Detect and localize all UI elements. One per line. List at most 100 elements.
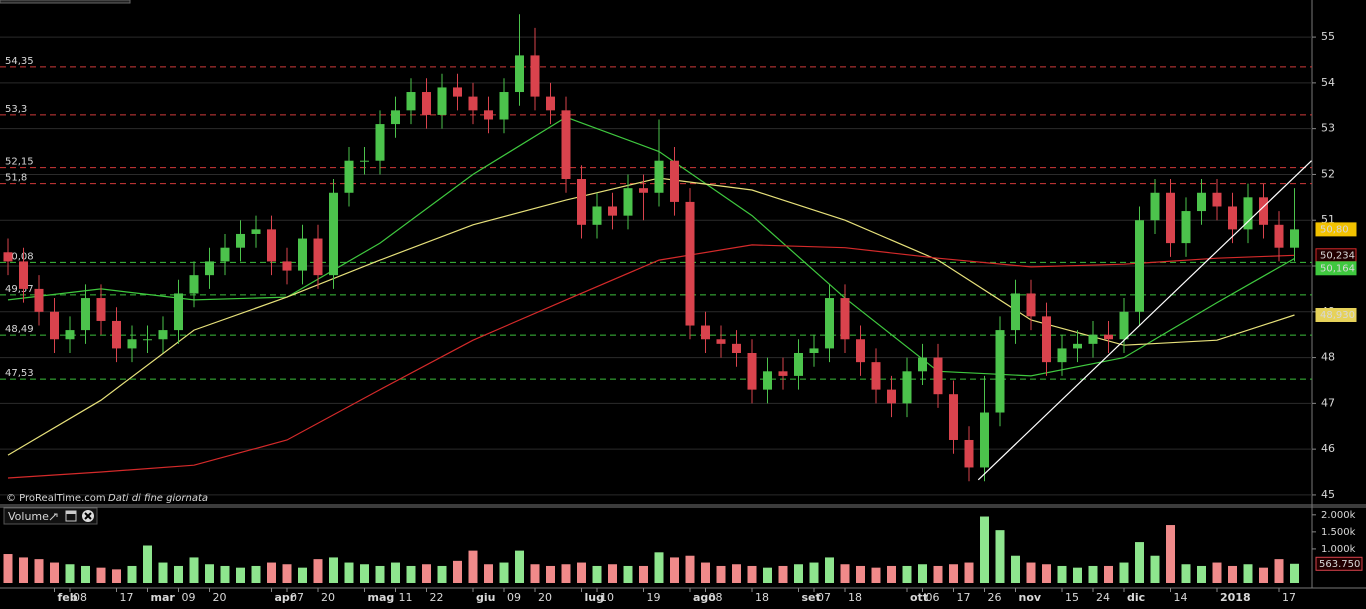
y-tick-label: 46 — [1321, 442, 1335, 455]
volume-bar — [902, 565, 912, 583]
candle-body — [1026, 293, 1036, 317]
volume-bar — [1197, 565, 1206, 583]
volume-bar — [205, 564, 214, 583]
candle-body — [902, 371, 912, 404]
x-tick-label: nov — [1019, 591, 1042, 604]
x-tick-label: 08 — [709, 591, 723, 604]
level-label: 53,3 — [5, 104, 27, 115]
y-tick-label: 2.000k — [1321, 510, 1356, 521]
candle-body — [391, 110, 400, 125]
volume-bar — [716, 565, 726, 583]
volume-bar — [3, 554, 13, 583]
volume-bar — [313, 559, 323, 583]
candle-body — [499, 92, 509, 120]
volume-bar — [778, 565, 788, 583]
candle-body — [685, 201, 695, 326]
volume-bar — [422, 564, 431, 583]
volume-bar — [918, 564, 927, 583]
volume-bar — [112, 569, 121, 583]
volume-bar — [453, 560, 462, 583]
volume-bar — [1119, 562, 1129, 583]
settings-icon[interactable] — [49, 513, 58, 521]
y-tick-label: 54 — [1321, 76, 1335, 89]
x-tick-label: giu — [476, 591, 495, 604]
x-tick-label: 2018 — [1220, 591, 1251, 604]
trend-line — [977, 160, 1312, 481]
volume-bar — [995, 530, 1005, 583]
price-tag-label: 50,234 — [1320, 250, 1355, 261]
x-tick-label: 15 — [1065, 591, 1079, 604]
x-tick-label: 20 — [538, 591, 552, 604]
candle-body — [34, 288, 44, 312]
candle-body — [546, 96, 555, 111]
candle-body — [81, 298, 90, 331]
candle-body — [360, 160, 369, 162]
y-tick-label: 53 — [1321, 122, 1335, 135]
x-tick-label: 19 — [647, 591, 661, 604]
volume-bar — [96, 567, 106, 583]
candle-body — [375, 124, 385, 161]
candle-body — [1290, 229, 1299, 248]
candle-body — [158, 330, 168, 340]
candle-body — [716, 339, 726, 344]
volume-bar — [964, 562, 974, 583]
volume-bar — [701, 562, 710, 583]
volume-bar — [747, 565, 757, 583]
x-tick-label: apr — [275, 591, 296, 604]
candle-body — [918, 357, 927, 372]
volume-bar — [608, 564, 617, 583]
volume-bar — [1073, 567, 1082, 583]
candle-body — [282, 261, 292, 271]
y-tick-label: 1.500k — [1321, 527, 1356, 538]
credit: © ProRealTime.com — [6, 493, 106, 504]
volume-bar — [298, 567, 307, 583]
volume-title: Volume — [8, 510, 49, 523]
x-tick-label: 06 — [926, 591, 940, 604]
level-label: 51,8 — [5, 173, 27, 184]
candle-body — [205, 261, 214, 276]
volume-bar — [391, 562, 400, 583]
volume-bar — [329, 557, 338, 583]
toolbar-edge — [0, 0, 131, 4]
candle-body — [840, 298, 850, 340]
candle-body — [639, 188, 648, 193]
candle-body — [1274, 224, 1284, 248]
note: Dati di fine giornata — [108, 493, 208, 504]
level-label: 49,37 — [5, 284, 34, 295]
volume-bar — [1042, 564, 1051, 583]
price-tag-label: 50,164 — [1320, 263, 1355, 274]
x-tick-label: 07 — [817, 591, 831, 604]
candle-body — [561, 110, 571, 180]
x-tick-label: 10 — [600, 591, 614, 604]
x-tick-label: 20 — [321, 591, 335, 604]
candle-body — [732, 343, 741, 353]
candle-body — [220, 247, 230, 262]
volume-bar — [484, 564, 493, 583]
candle-body — [778, 371, 788, 376]
candle-body — [468, 96, 478, 111]
candle-body — [267, 229, 276, 262]
volume-bar — [825, 557, 834, 583]
candle-body — [933, 357, 943, 395]
candle-body — [112, 320, 121, 349]
volume-bar — [1212, 562, 1222, 583]
volume-bar — [732, 564, 741, 583]
candle-body — [1166, 192, 1175, 244]
candle-body — [251, 229, 261, 234]
volume-bar — [840, 564, 850, 583]
x-tick-label: 22 — [430, 591, 444, 604]
volume-bar — [530, 564, 540, 583]
y-tick-label: 55 — [1321, 30, 1335, 43]
volume-bar — [1011, 555, 1020, 583]
volume-tag — [1315, 556, 1363, 571]
volume-bar — [1104, 565, 1113, 583]
x-tick-label: 14 — [1174, 591, 1188, 604]
candle-body — [1011, 293, 1020, 331]
level-label: 47,53 — [5, 368, 34, 379]
candle-body — [127, 339, 137, 349]
candle-body — [437, 87, 447, 115]
volume-bar — [1274, 559, 1284, 583]
volume-bar — [236, 567, 245, 583]
candle-body — [809, 348, 819, 353]
candle-body — [995, 330, 1005, 413]
